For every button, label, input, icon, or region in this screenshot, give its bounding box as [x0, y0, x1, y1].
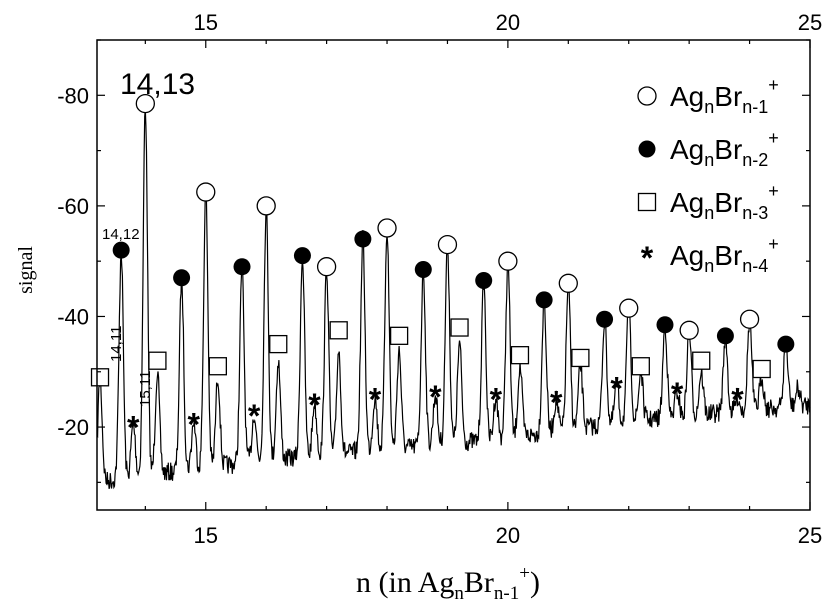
data-point-asterisk: * — [429, 379, 442, 415]
y-tick-label: -20 — [57, 415, 89, 440]
legend-entry: AgnBrn-2+ — [670, 128, 779, 170]
data-point-filled-circle — [535, 291, 553, 309]
data-point-open-circle — [135, 93, 155, 114]
axes-layer: 15 20 25 15 20 25 -20 -40 -60 -80 — [57, 10, 822, 548]
data-point-open-circle — [256, 196, 276, 216]
annotation-14-11: 14,11 — [108, 326, 125, 362]
y-tick-label: -40 — [57, 304, 89, 329]
legend-marker-filled-circle — [638, 140, 656, 158]
data-point-open-circle — [619, 298, 639, 318]
signal-trace — [96, 109, 811, 490]
data-point-open-square — [631, 357, 650, 376]
data-point-filled-circle — [475, 272, 493, 290]
data-point-open-square — [90, 368, 110, 387]
annotation-14-12: 14,12 — [102, 226, 140, 243]
data-point-open-circle — [316, 257, 337, 277]
top-x-tick-label: 15 — [194, 10, 218, 35]
markers-layer: * * * * * * * * * * * — [90, 93, 795, 445]
data-point-open-circle — [739, 309, 760, 329]
x-tick-label: 20 — [496, 523, 520, 548]
data-point-open-circle — [377, 218, 397, 238]
data-point-open-square — [208, 357, 227, 376]
data-point-filled-circle — [777, 335, 795, 353]
x-axis-label: n (in AgnBrn-1+) — [356, 563, 540, 604]
annotation-14-13: 14,13 — [120, 68, 195, 101]
data-point-filled-circle — [656, 316, 674, 334]
data-point-filled-circle — [233, 258, 251, 276]
data-point-open-square — [269, 334, 288, 354]
data-point-open-circle — [558, 273, 578, 293]
data-point-open-square — [329, 321, 348, 340]
data-point-open-square — [692, 351, 711, 370]
data-point-filled-circle — [414, 260, 432, 278]
data-point-open-circle — [679, 320, 699, 340]
data-point-open-circle — [498, 251, 518, 271]
data-point-filled-circle — [596, 310, 614, 328]
data-point-asterisk: * — [369, 382, 382, 418]
data-point-filled-circle — [112, 241, 130, 259]
data-point-open-square — [148, 351, 167, 370]
data-point-open-square — [752, 359, 771, 379]
legend-entry: AgnBrn-3+ — [670, 181, 779, 223]
legend-marker-open-circle — [637, 86, 657, 106]
data-point-asterisk: * — [731, 382, 744, 418]
top-x-tick-label: 25 — [798, 10, 822, 35]
data-point-open-square — [571, 348, 590, 368]
data-point-open-circle — [437, 234, 458, 255]
data-point-asterisk: * — [308, 387, 321, 423]
data-point-asterisk: * — [127, 409, 140, 445]
legend-marker-asterisk: * — [641, 240, 654, 276]
y-tick-label: -80 — [57, 83, 89, 108]
data-point-open-square — [510, 346, 530, 365]
data-point-asterisk: * — [248, 398, 261, 434]
x-tick-label: 15 — [194, 523, 218, 548]
top-x-tick-label: 20 — [496, 10, 520, 35]
data-point-open-circle — [196, 182, 216, 202]
data-point-asterisk: * — [490, 382, 503, 418]
legend-marker-open-square — [637, 192, 657, 212]
data-point-asterisk: * — [610, 371, 623, 407]
legend-entry: AgnBrn-4+ — [670, 234, 779, 276]
data-point-asterisk: * — [550, 384, 563, 420]
signal-trace-layer — [96, 109, 811, 490]
data-point-filled-circle — [293, 247, 311, 265]
y-tick-label: -60 — [57, 194, 89, 219]
data-point-filled-circle — [354, 230, 372, 248]
data-point-filled-circle — [716, 327, 734, 345]
legend-entry: AgnBrn-1+ — [670, 75, 779, 117]
data-point-filled-circle — [173, 269, 191, 287]
y-axis-label: signal — [15, 246, 37, 294]
data-point-asterisk: * — [671, 376, 684, 412]
data-point-open-square — [389, 326, 409, 345]
legend: AgnBrn-1+ AgnBrn-2+ AgnBrn-3+ * AgnBrn-4+ — [637, 75, 779, 276]
annotation-15-11: 15,11 — [137, 371, 154, 407]
annotations: 14,13 14,12 14,11 15,11 — [102, 68, 195, 407]
plot-frame — [96, 39, 811, 511]
x-tick-label: 25 — [798, 523, 822, 548]
data-point-open-square — [450, 318, 469, 337]
data-point-asterisk: * — [187, 407, 200, 443]
